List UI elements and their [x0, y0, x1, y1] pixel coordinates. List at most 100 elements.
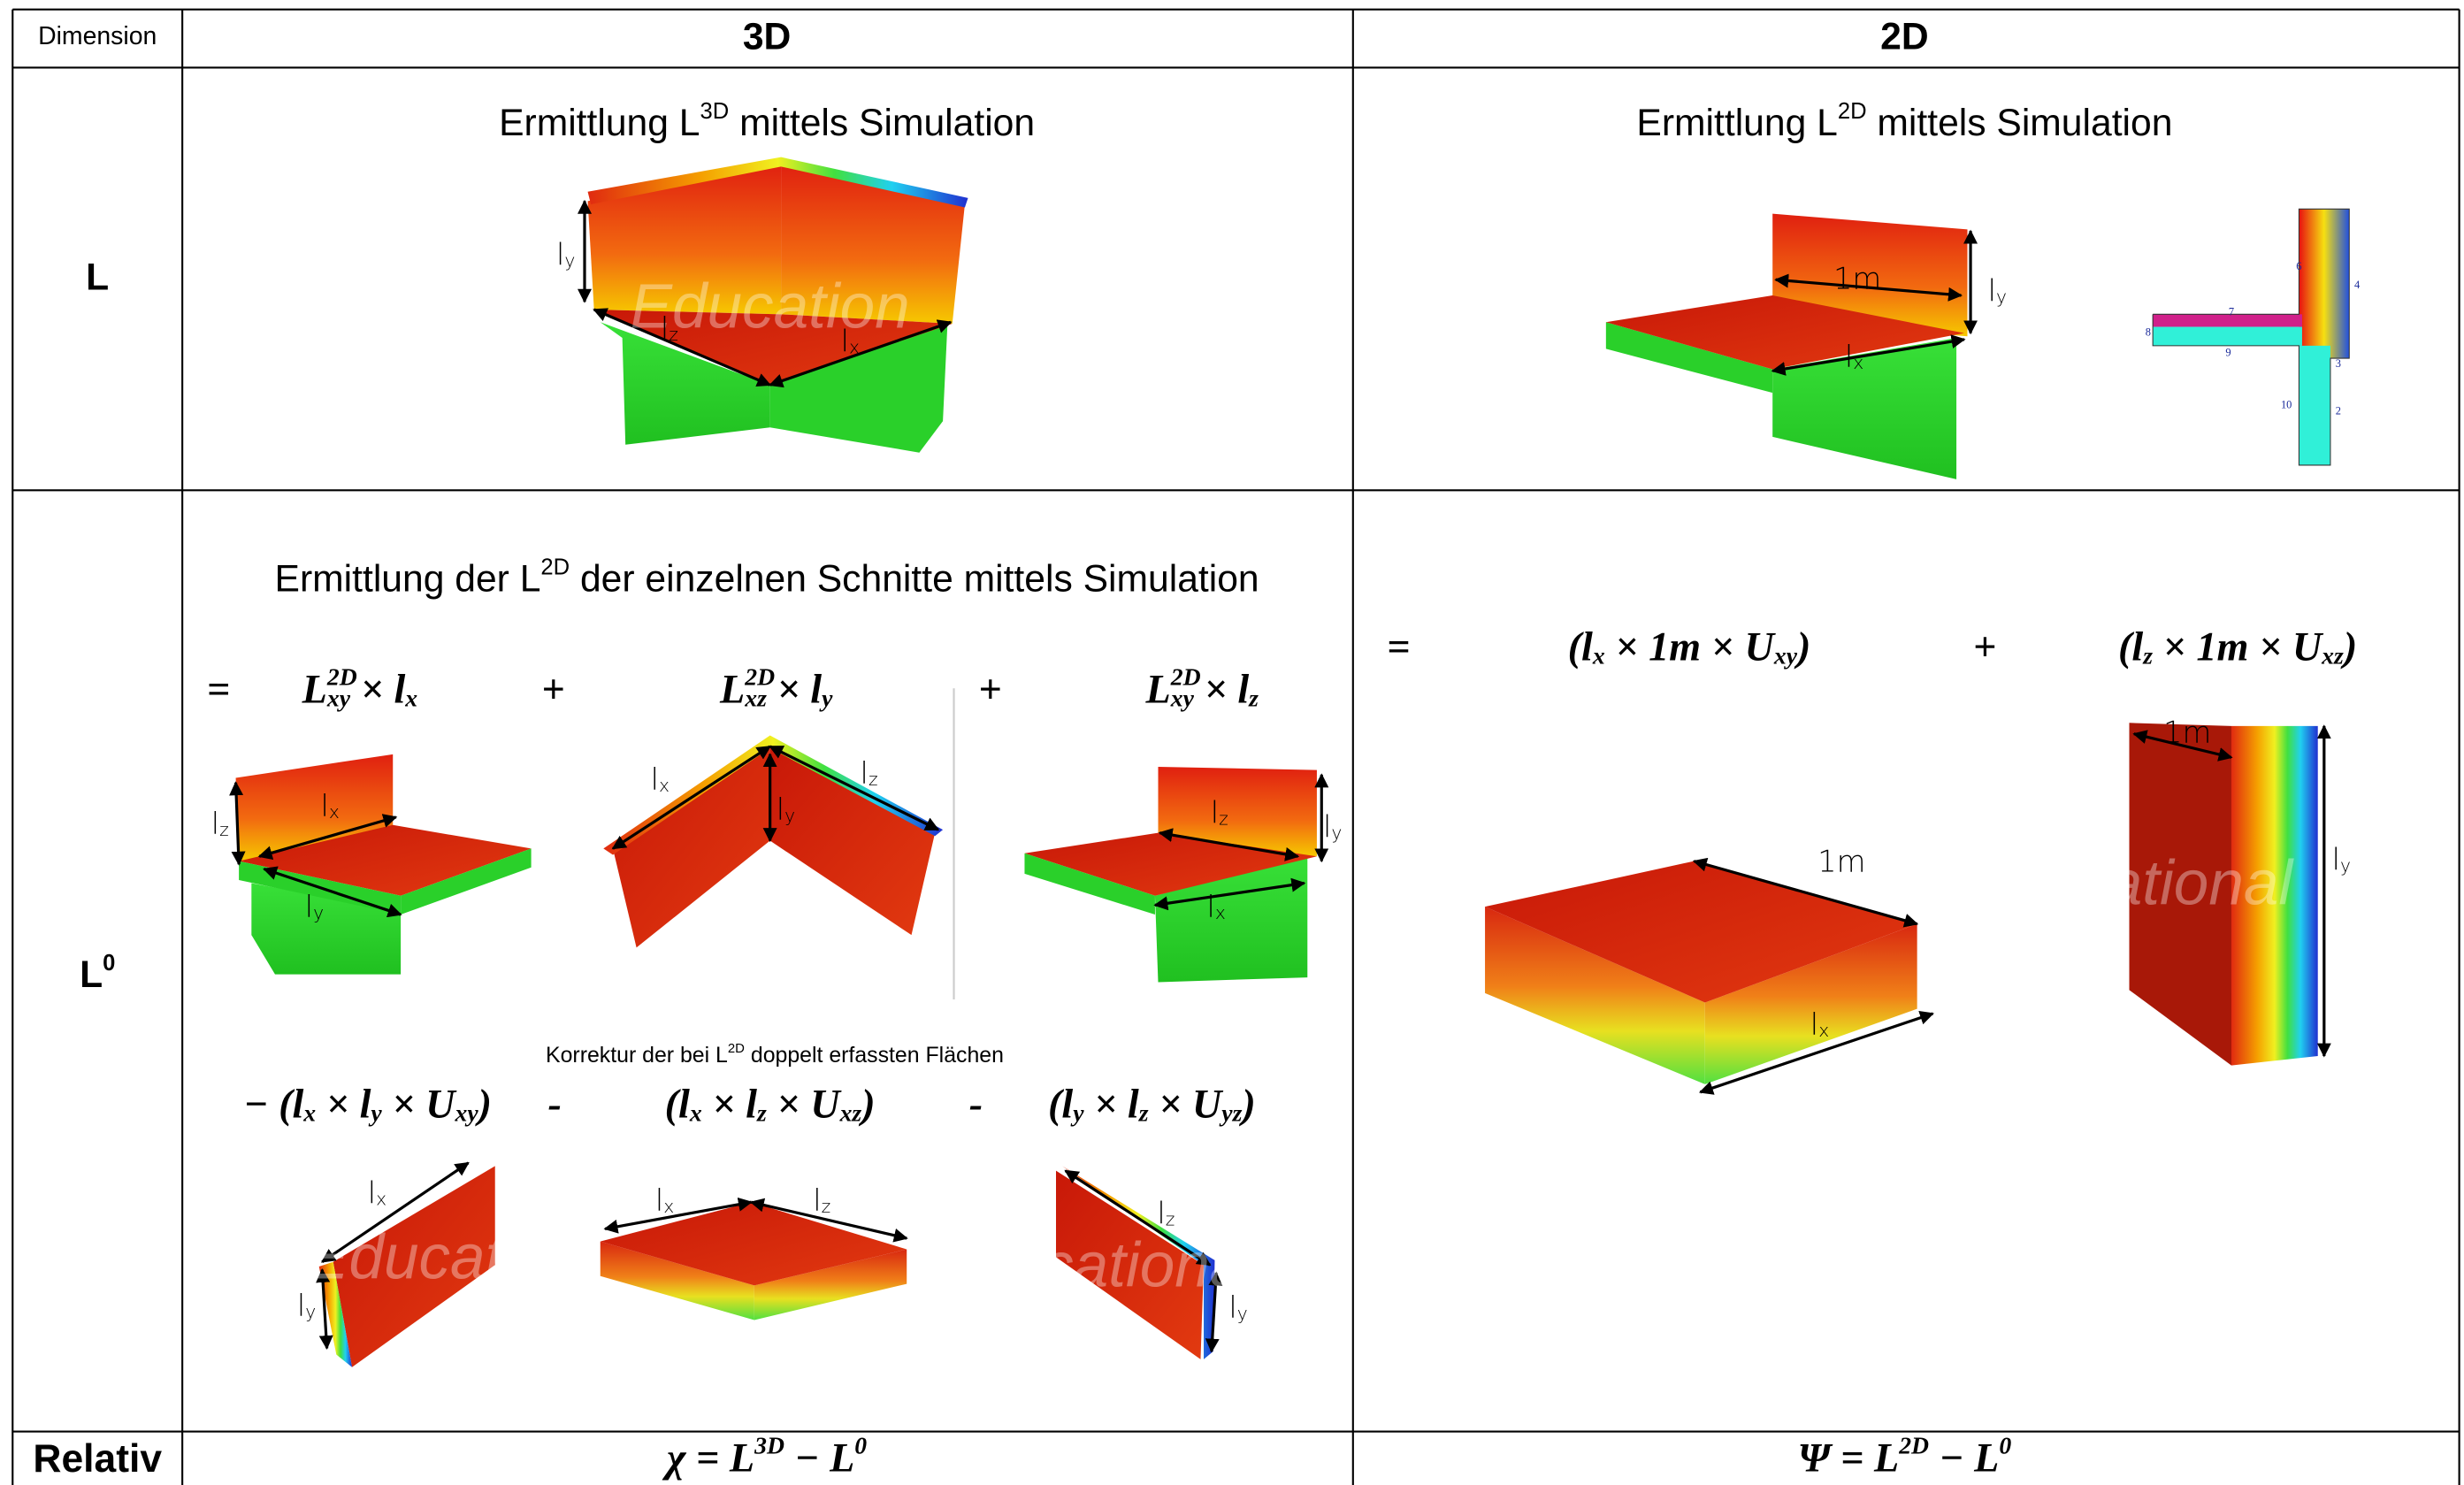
formula-term: + — [541, 666, 564, 711]
formula-term: (lx × 1m × Uxy) — [1568, 624, 1811, 669]
superscript: 2D — [1838, 100, 1867, 125]
superscript: 2D — [728, 1041, 745, 1056]
cell-title: Ermittlung L3D mittels Simulation — [499, 100, 1035, 145]
formula-term: = — [1387, 624, 1410, 669]
dimension-label: lx — [655, 1183, 674, 1218]
superscript: 3D — [700, 100, 730, 125]
subscript: y — [368, 1098, 382, 1126]
text-run: - — [969, 1081, 983, 1126]
subscript: x — [659, 775, 670, 796]
section-number: 4 — [2354, 279, 2361, 291]
dimension-label: ly — [1988, 273, 2007, 308]
watermark: ational — [2108, 849, 2295, 919]
text-run: Ermittlung der L — [275, 558, 541, 601]
formula-term: L2Dxy × lz — [1145, 663, 1259, 712]
figure-2d-xy — [1485, 861, 1932, 1092]
formula: χ = L3D − L0 — [662, 1431, 867, 1480]
subscript: z — [822, 1196, 831, 1217]
section-number: 8 — [2146, 326, 2151, 339]
text-run: × U — [382, 1081, 457, 1126]
subscript: z — [669, 324, 678, 345]
text-run: − (l — [244, 1081, 304, 1126]
formula-term: L2Dxz × ly — [719, 663, 833, 712]
text-run: + — [541, 666, 564, 711]
header-cell: 3D — [743, 16, 792, 58]
subscript: x — [1853, 352, 1863, 373]
formula-term: - — [548, 1081, 562, 1126]
text-run: l — [1207, 889, 1215, 923]
text-run: l — [1810, 1007, 1818, 1042]
subscript: z — [1166, 1208, 1175, 1229]
formula-term: (ly × lz × Uyz) — [1048, 1081, 1256, 1126]
text-run: Korrektur der bei L — [546, 1043, 728, 1068]
formula-term: (lx × lz × Uxz) — [665, 1081, 876, 1126]
subscript: z — [2142, 641, 2153, 669]
text-run: - — [548, 1081, 562, 1126]
cell-title: Ermittlung L2D mittels Simulation — [1636, 100, 2172, 145]
dimension-label: lx — [368, 1175, 386, 1210]
dimension-label: lz — [861, 755, 878, 790]
subscript: x — [663, 1196, 674, 1217]
text-run: l — [297, 1289, 305, 1323]
subscript: xz — [2321, 641, 2344, 669]
subscript: x — [849, 336, 860, 357]
subscript: z — [1248, 684, 1259, 711]
dimension-label: lz — [813, 1183, 830, 1218]
formula-term: - — [969, 1081, 983, 1126]
subscript: xy — [1773, 641, 1798, 669]
formula-term: + — [978, 666, 1001, 711]
text-run: mittels Simulation — [1867, 102, 2173, 144]
text-run: = — [207, 666, 230, 711]
section-number: 6 — [2296, 260, 2301, 272]
text-run: Ψ = L — [1798, 1435, 1900, 1480]
text-run: l — [1228, 1290, 1236, 1325]
subscript: x — [329, 801, 340, 823]
text-run: L — [302, 666, 327, 711]
text-run: l — [813, 1183, 821, 1218]
subscript: y — [819, 684, 833, 711]
subscript: xz — [839, 1098, 862, 1126]
dimension-label: 1m — [2163, 715, 2211, 749]
subscript: xy — [1170, 684, 1195, 711]
document-table: Dimension 3D 2D L Relativ — [0, 0, 2464, 1485]
row-label: Relativ — [33, 1437, 162, 1481]
text-run: L — [80, 953, 103, 996]
text-run: × l — [1194, 666, 1249, 711]
subscript: y — [564, 249, 575, 271]
text-run: × U — [1149, 1081, 1224, 1126]
text-run: l — [841, 324, 849, 358]
header-cell: 2D — [1880, 16, 1929, 58]
subscript: y — [1070, 1098, 1084, 1126]
dimension-label: 1m — [1833, 261, 1881, 295]
text-run: l — [777, 792, 784, 826]
text-run: mittels Simulation — [729, 102, 1035, 144]
text-run: × l — [350, 666, 405, 711]
subscript: z — [1219, 808, 1228, 829]
text-run: l — [1988, 273, 1996, 308]
figure-2d-section — [2153, 209, 2349, 465]
subscript: y — [1996, 286, 2007, 307]
subscript: z — [219, 818, 229, 839]
text-run: l — [305, 889, 313, 923]
text-run: = — [1387, 624, 1410, 669]
text-run: Ermittlung L — [1636, 102, 1837, 144]
text-run: + — [978, 666, 1001, 711]
subscript: y — [305, 1301, 316, 1322]
subscript: z — [1138, 1098, 1149, 1126]
superscript: 0 — [103, 952, 115, 976]
text-run: (l — [2118, 624, 2143, 669]
text-run: l — [655, 1183, 663, 1218]
text-run: doppelt erfassten Flächen — [745, 1043, 1004, 1068]
text-run: 1m — [1817, 844, 1865, 878]
formula: Ψ = L2D − L0 — [1798, 1431, 2012, 1480]
text-run: l — [320, 789, 328, 823]
superscript: 2D — [540, 555, 570, 580]
text-run: l — [368, 1175, 376, 1210]
text-run: × l — [702, 1081, 757, 1126]
subscript: x — [404, 684, 417, 711]
subscript: xy — [326, 684, 351, 711]
subscript: y — [1237, 1303, 1248, 1324]
superscript: 0 — [854, 1431, 867, 1458]
text-run: L — [1145, 666, 1171, 711]
